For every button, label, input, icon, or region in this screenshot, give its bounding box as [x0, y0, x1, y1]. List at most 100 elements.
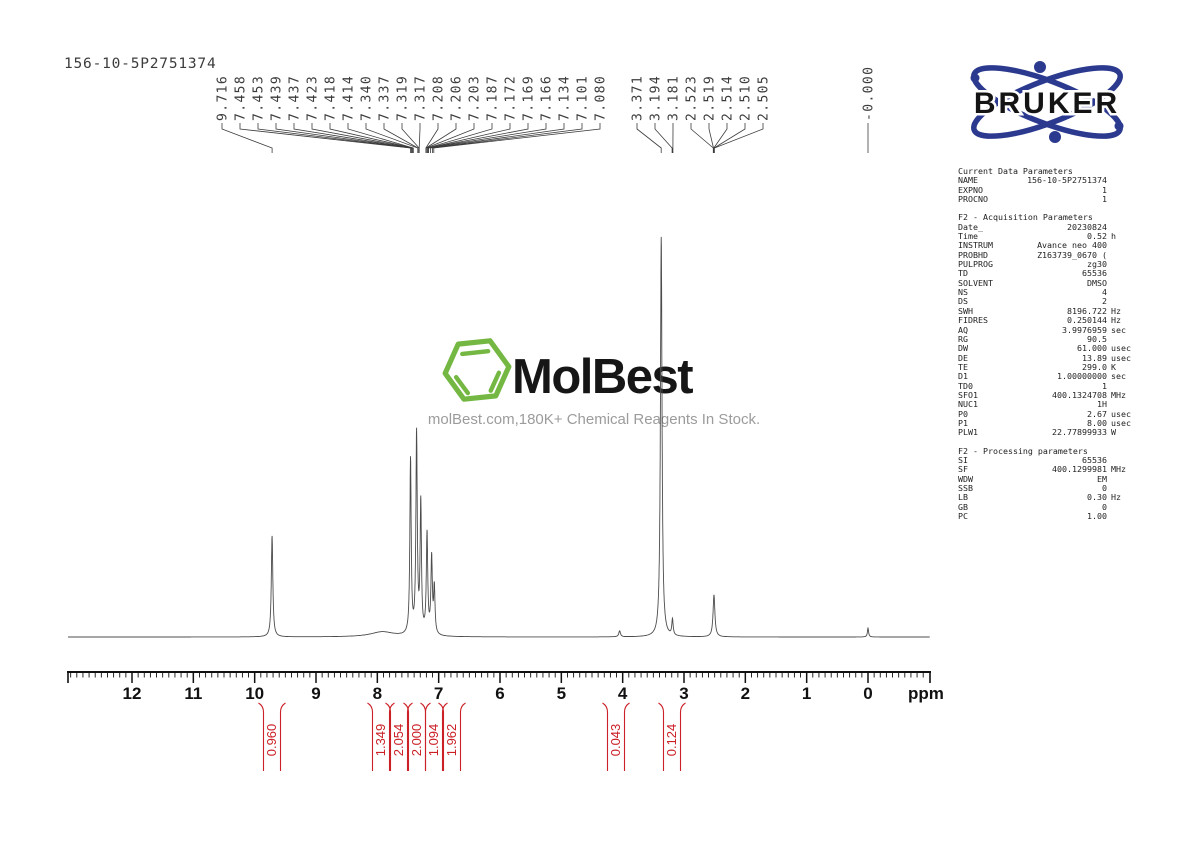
peak-label: 7.134 — [558, 75, 573, 121]
parameter-row: SI 65536 — [958, 455, 1135, 465]
bruker-logo: BRUKER — [970, 61, 1124, 143]
parameter-label: SSB — [958, 483, 973, 493]
parameter-row: DS 2 — [958, 296, 1135, 307]
parameter-unit: K — [1111, 361, 1116, 372]
parameter-value: 61.000 — [1077, 343, 1107, 354]
parameter-row: SSB 0 — [958, 483, 1135, 493]
peak-label: 7.101 — [576, 75, 591, 121]
parameter-unit — [1107, 279, 1135, 288]
parameter-unit — [1107, 512, 1135, 521]
parameter-unit: usec — [1111, 352, 1131, 363]
peak-connector — [636, 123, 662, 153]
parameter-value: 13.89 — [1082, 352, 1107, 363]
parameter-label: D1 — [958, 371, 968, 382]
parameter-value: 0.250144 — [1067, 315, 1107, 326]
peak-connector — [654, 123, 673, 153]
integral-bracket — [388, 702, 395, 771]
integral-bracket — [679, 702, 686, 771]
parameter-value: 1.00000000 — [1057, 371, 1107, 382]
parameter-row: NAME 156-10-5P2751374 — [958, 175, 1135, 186]
parameter-unit: usec — [1111, 417, 1131, 428]
parameter-row: Time 0.52 h — [958, 231, 1135, 242]
spectrum-trace-layer — [68, 236, 930, 638]
integral-bracket — [258, 702, 265, 771]
parameter-unit: MHz — [1111, 464, 1126, 475]
parameter-section: Current Data Parameters NAME 156-10-5P2751… — [958, 166, 1135, 205]
parameter-row: GB 0 — [958, 501, 1135, 512]
integral-bracket — [438, 702, 445, 771]
integral-bracket — [406, 702, 413, 771]
peak-label: 7.414 — [342, 75, 357, 121]
parameter-unit: Hz — [1111, 492, 1121, 503]
parameter-label: PC — [958, 511, 968, 522]
parameter-row: RG 90.5 — [958, 333, 1135, 344]
parameter-label: RG — [958, 333, 968, 344]
parameters-panel: Current Data Parameters NAME 156-10-5P2751… — [958, 166, 1135, 530]
parameter-value: 3.9976959 — [1062, 324, 1107, 335]
parameter-label: INSTRUM — [958, 240, 993, 251]
integral-value: 0.124 — [664, 724, 679, 757]
parameter-row: INSTRUM Avance neo 400 — [958, 240, 1135, 251]
axis-tick-label: 7 — [434, 684, 443, 703]
axis-tick-label: 1 — [802, 684, 811, 703]
peak-connector — [425, 123, 475, 153]
parameter-label: EXPNO — [958, 184, 983, 195]
parameter-value: DMSO — [1087, 277, 1107, 288]
peak-connector — [293, 123, 413, 153]
parameter-label: PROCNO — [958, 194, 988, 205]
parameter-label: SWH — [958, 305, 973, 316]
peak-connector — [427, 123, 511, 153]
integral-bracket — [367, 702, 374, 771]
parameter-value: 0 — [1102, 483, 1107, 493]
peak-label: 7.340 — [360, 75, 375, 121]
peak-label: 7.203 — [468, 75, 483, 121]
parameter-value: 156-10-5P2751374 — [1027, 175, 1107, 186]
integral-value: 0.960 — [264, 724, 279, 757]
parameter-row: PROBHD Z163739_0670 ( — [958, 250, 1135, 260]
bruker-orbit-dots — [970, 61, 1124, 143]
parameter-unit: sec — [1111, 324, 1126, 335]
spectrum-trace — [68, 236, 930, 638]
peak-label: 3.181 — [667, 75, 682, 121]
parameter-label: TD0 — [958, 380, 973, 391]
parameter-label: SOLVENT — [958, 277, 993, 288]
axis-tick-label: 5 — [557, 684, 566, 703]
peak-connector — [418, 123, 421, 153]
parameter-row: SF 400.1299981 MHz — [958, 464, 1135, 475]
parameter-value: Avance neo 400 — [1037, 240, 1107, 251]
parameter-label: WDW — [958, 473, 973, 484]
parameter-label: Time — [958, 231, 978, 242]
peak-connector — [708, 123, 714, 153]
parameter-value: 8.00 — [1087, 417, 1107, 428]
axis-tick-label: 2 — [741, 684, 750, 703]
parameter-row: SFO1 400.1324708 MHz — [958, 390, 1135, 400]
parameter-label: DS — [958, 296, 968, 307]
parameter-row: PLW1 22.77899933 W — [958, 427, 1135, 437]
parameter-row: PC 1.00 — [958, 511, 1135, 522]
peak-label: 7.208 — [432, 75, 447, 121]
benzene-hexagon-icon — [442, 338, 512, 402]
peak-connector — [426, 123, 493, 153]
axis-tick-label: 11 — [184, 684, 202, 703]
peak-label: 7.439 — [270, 75, 285, 121]
peak-label: 7.166 — [540, 75, 555, 121]
parameter-row: D1 1.00000000 sec — [958, 371, 1135, 382]
peak-connector — [690, 123, 714, 153]
peak-label: 7.319 — [396, 75, 411, 121]
integral-value: 2.000 — [409, 724, 424, 757]
parameter-unit: Hz — [1111, 305, 1121, 316]
parameter-label: GB — [958, 501, 968, 512]
integral-value: 0.043 — [608, 724, 623, 757]
peak-label: 2.505 — [757, 75, 772, 121]
peak-label: 7.206 — [450, 75, 465, 121]
parameter-value: 1.00 — [1087, 511, 1107, 522]
parameter-label: FIDRES — [958, 315, 988, 326]
parameter-value: EM — [1097, 473, 1107, 484]
peak-connector-layer — [221, 123, 869, 153]
peak-label: 3.371 — [631, 75, 646, 121]
peak-label: 3.194 — [649, 75, 664, 121]
parameter-label: NS — [958, 287, 968, 298]
parameter-row: NUC1 1H — [958, 399, 1135, 409]
peak-label-layer: 9.716 7.458 7.453 7.439 7.437 7.423 7.418 7.414… — [216, 66, 877, 121]
